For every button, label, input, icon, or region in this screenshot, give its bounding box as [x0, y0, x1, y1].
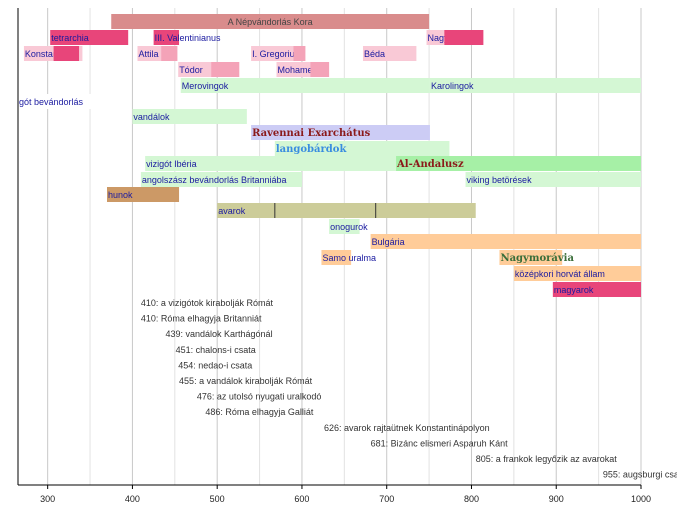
bar-label-karolingok: Karolingok [431, 81, 474, 91]
bar-label-got: gót bevándorlás [19, 97, 84, 107]
bar-konstantin-dark [53, 46, 80, 61]
bar-label-onogurok: onogurok [330, 222, 368, 232]
bar-nagymoravia [499, 250, 563, 265]
bar-samo [321, 250, 352, 265]
bar-angolszasz [140, 172, 302, 187]
bar-beda [362, 46, 417, 61]
event-7: 486: Róma elhagyja Galliát [205, 407, 314, 417]
bar-label-vandalok: vandálok [133, 112, 170, 122]
bar-label-avarok: avarok [218, 206, 246, 216]
event-9: 681: Bizánc elismeri Asparuh Kánt [371, 438, 509, 448]
bar-label-gregorius: I. Gregorius [252, 49, 300, 59]
bar-label-todor: Tódor [179, 65, 203, 75]
bar-label-ravennai: Ravennai Exarchátus [252, 128, 371, 139]
bar-label-samo: Samo uralma [322, 253, 376, 263]
event-10: 805: a frankok legyőzik az avarokat [476, 454, 618, 464]
x-tick-label-500: 500 [210, 494, 225, 504]
bar-label-konstantin: Konstantin [25, 49, 68, 59]
x-tick-label-900: 900 [549, 494, 564, 504]
event-11: 955: augsburgi csata [603, 470, 677, 480]
bar-label-angolszasz: angolszász bevándorlás Britanniába [142, 175, 287, 185]
bar-label-bulgaria: Bulgária [372, 237, 405, 247]
x-tick-label-400: 400 [125, 494, 140, 504]
x-axis: 300 400 500 600 700 800 900 1000 [17, 8, 651, 504]
bar-nagykaroly-dark [444, 30, 484, 45]
bar-mohamed-dark [310, 62, 330, 77]
x-tick-label-1000: 1000 [631, 494, 651, 504]
x-tick-label-300: 300 [40, 494, 55, 504]
bar-bulgaria [370, 234, 641, 249]
bar-label-hunok: hunok [108, 190, 133, 200]
bar-langobardok [274, 141, 450, 156]
event-1: 410: Róma elhagyja Britanniát [141, 314, 262, 324]
bar-valentinianus [153, 30, 180, 45]
bar-gregorius-dark [293, 46, 306, 61]
bar-label-viking: viking betörések [467, 175, 533, 185]
event-6: 476: az utolsó nyugati uralkodó [197, 392, 322, 402]
bar-label-magyarok: magyarok [554, 285, 594, 295]
bar-onogurok [329, 219, 360, 234]
bar-todor-dark [211, 62, 240, 77]
event-8: 626: avarok rajtaütnek Konstantinápolyon [324, 423, 490, 433]
event-2: 439: vandálok Karthágónál [165, 329, 272, 339]
bar-vandalok [132, 109, 247, 124]
event-5: 455: a vandálok kirabolják Rómát [179, 376, 313, 386]
x-tick-label-600: 600 [294, 494, 309, 504]
bar-merovingok [180, 78, 430, 93]
bar-label-attila: Attila [139, 49, 159, 59]
bar-karolingok [429, 78, 641, 93]
bar-label-langobardok: langobárdok [276, 144, 348, 155]
bar-tetrarchia [50, 30, 129, 45]
bar-label-nepvandorlas: A Népvándorlás Kora [228, 17, 313, 27]
bar-got [18, 94, 114, 109]
bar-label-valentinianus: III. Valentinianus [155, 33, 221, 43]
event-3: 451: chalons-i csata [176, 345, 256, 355]
x-tick-label-700: 700 [379, 494, 394, 504]
bar-ravennai [251, 125, 430, 140]
bar-magyarok [552, 282, 641, 297]
bar-label-alandalus: Al-Andalusz [396, 159, 464, 170]
event-4: 454: nedao-i csata [178, 360, 252, 370]
bar-label-vizigot: vizigót Ibéria [146, 159, 197, 169]
bar-label-mohamed: Mohamed [278, 65, 318, 75]
bar-attila-dark [161, 46, 178, 61]
event-layer: 410: a vizigótok kirabolják Rómát 410: Ró… [141, 298, 677, 480]
bar-avarok [217, 203, 476, 218]
bar-label-horvat: középkori horvát állam [515, 269, 605, 279]
bar-label-beda: Béda [364, 49, 385, 59]
bar-label-merovingok: Merovingok [182, 81, 229, 91]
x-tick-label-800: 800 [464, 494, 479, 504]
bar-nepvandorlas [111, 14, 430, 29]
bar-viking [465, 172, 641, 187]
bar-gregorius [251, 46, 306, 61]
bar-alandalus [396, 156, 641, 171]
bar-vizigot [145, 156, 397, 171]
bar-layer: A Népvándorlás Kora tetrarchia Konstantin I… [18, 14, 641, 297]
event-0: 410: a vizigótok kirabolják Rómát [141, 298, 274, 308]
bar-hunok [107, 187, 180, 202]
bar-label-tetrarchia: tetrarchia [51, 33, 89, 43]
bar-label-nagymoravia: Nagymorávia [500, 253, 574, 264]
bar-horvat [513, 266, 641, 281]
